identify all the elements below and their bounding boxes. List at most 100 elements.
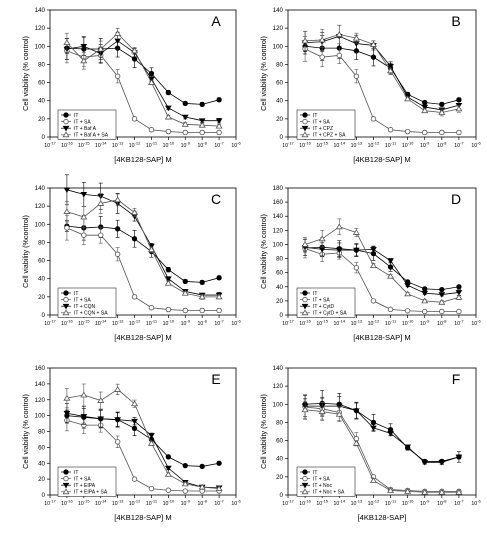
series-line: [66, 50, 220, 133]
panel-letter: D: [451, 191, 461, 207]
data-point: [438, 298, 446, 305]
y-tick-label: 80: [38, 429, 45, 436]
y-tick-label: 120: [35, 203, 46, 210]
legend-marker: [63, 469, 69, 475]
legend-label: IT: [74, 470, 78, 476]
series-line: [305, 45, 460, 105]
panel-letter: F: [452, 371, 461, 387]
y-tick-label: 80: [276, 256, 283, 263]
series-line: [305, 246, 459, 291]
x-tick-label: 10-9: [420, 318, 430, 327]
legend-label: IT: [74, 291, 78, 297]
data-point: [216, 460, 222, 466]
data-point: [455, 293, 463, 300]
x-tick-label: 10-7: [214, 498, 224, 507]
legend-marker: [62, 488, 70, 495]
data-point: [64, 225, 70, 231]
data-point: [422, 286, 428, 292]
x-tick-label: 10-11: [385, 140, 397, 149]
y-tick-label: 140: [35, 185, 46, 192]
legend-label: IT: [313, 470, 317, 476]
legend-label: IT + CPZ: [313, 126, 333, 132]
data-point: [182, 462, 188, 469]
data-point: [301, 241, 309, 247]
x-axis-label: [4KB128-SAP] M: [114, 333, 171, 342]
legend-label: IT + EIPA: [74, 483, 96, 489]
data-point: [131, 425, 138, 431]
legend-marker: [63, 290, 69, 296]
series-it-cytd-sa: [301, 218, 463, 305]
y-tick-label: 100: [35, 413, 46, 420]
data-point: [63, 208, 71, 214]
data-point: [387, 487, 395, 493]
x-tick-label: 10-10: [163, 318, 175, 327]
data-point: [63, 410, 71, 417]
data-point: [199, 129, 205, 136]
y-axis-label: Cell viability (% control): [21, 36, 30, 111]
y-tick-label: 100: [35, 221, 46, 228]
series-it: [302, 35, 462, 107]
data-point: [439, 129, 445, 136]
data-point: [148, 127, 155, 133]
legend-marker: [62, 125, 70, 132]
y-tick-label: 160: [35, 365, 46, 372]
series-line: [305, 405, 460, 463]
data-point: [404, 290, 412, 297]
data-point: [438, 488, 446, 495]
data-point: [114, 226, 121, 232]
data-point: [318, 408, 326, 414]
x-tick-label: 10-14: [95, 140, 107, 149]
panel-letter: C: [211, 191, 221, 207]
series-it-baf-a: [63, 31, 223, 124]
data-point: [164, 113, 172, 120]
legend-label: IT + SA: [313, 476, 330, 482]
series-line: [66, 227, 220, 311]
y-tick-label: 40: [276, 456, 283, 463]
plot-frame: [49, 187, 237, 316]
y-tick-label: 120: [273, 25, 284, 32]
legend-marker: [301, 309, 309, 316]
x-tick-label: 10-7: [454, 140, 464, 149]
y-axis-label: Cell viability (% control): [21, 394, 30, 469]
legend-label: IT: [74, 113, 78, 119]
legend-label: IT + Baf A + SA: [74, 133, 109, 139]
data-point: [422, 129, 428, 136]
x-tick-label: 10-12: [129, 140, 141, 149]
data-point: [369, 262, 377, 269]
data-point: [335, 403, 343, 410]
data-point: [148, 433, 155, 439]
x-tick-label: 10-12: [129, 498, 141, 507]
y-tick-label: 100: [273, 401, 284, 408]
series-it-sa: [64, 215, 222, 314]
x-tick-label: 10-13: [112, 140, 124, 149]
series-line: [305, 409, 459, 493]
y-tick-label: 140: [35, 7, 46, 14]
data-point: [165, 487, 172, 493]
y-tick-label: 80: [38, 61, 45, 68]
data-point: [114, 439, 121, 445]
data-point: [131, 400, 139, 407]
series-it: [64, 36, 222, 107]
data-point: [114, 196, 122, 203]
data-point: [301, 37, 309, 44]
data-point: [318, 36, 326, 43]
x-tick-label: 10-14: [333, 498, 345, 507]
x-tick-label: 10-9: [181, 498, 191, 507]
legend-marker: [302, 290, 308, 296]
legend-label: IT + Noc + SA: [313, 490, 345, 496]
x-tick-label: 10-6: [471, 140, 481, 149]
plot-frame: [287, 367, 477, 496]
series-it-noc-sa: [301, 400, 463, 495]
x-tick-label: 10-17: [44, 318, 56, 327]
x-tick-label: 10-10: [163, 140, 175, 149]
y-tick-label: 80: [276, 419, 283, 426]
data-point: [370, 116, 377, 122]
data-point: [404, 283, 411, 289]
data-point: [80, 391, 88, 398]
panel-letter: A: [211, 13, 221, 29]
data-point: [131, 294, 138, 300]
series-it-cpz-sa: [301, 24, 463, 117]
data-point: [404, 308, 411, 314]
y-tick-label: 60: [38, 258, 45, 265]
